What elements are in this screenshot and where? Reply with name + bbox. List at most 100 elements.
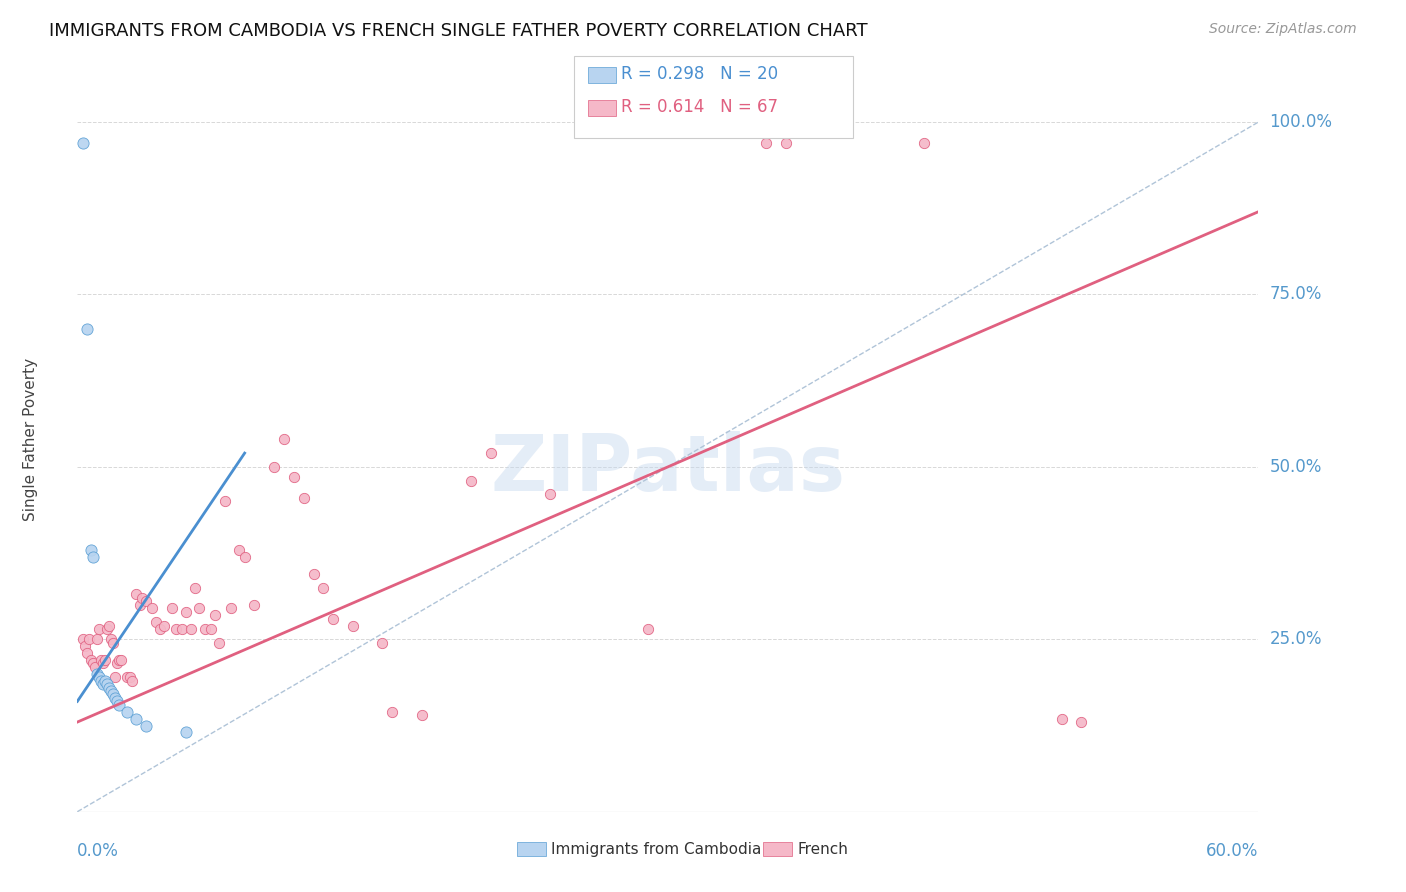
Point	[135, 718, 157, 732]
Point	[208, 636, 231, 650]
Point	[188, 601, 211, 615]
Point	[84, 660, 107, 674]
Point	[233, 549, 256, 564]
Point	[77, 632, 100, 647]
Point	[101, 636, 124, 650]
Point	[214, 494, 236, 508]
Point	[1070, 714, 1092, 729]
Point	[263, 459, 285, 474]
Point	[204, 608, 226, 623]
Point	[100, 684, 122, 698]
Point	[153, 618, 176, 632]
Text: 25.0%: 25.0%	[1270, 631, 1322, 648]
Point	[91, 677, 114, 691]
Text: 75.0%: 75.0%	[1270, 285, 1322, 303]
Point	[174, 725, 197, 739]
Point	[273, 433, 295, 447]
Point	[96, 677, 118, 691]
Point	[107, 698, 129, 712]
Point	[96, 622, 118, 636]
Point	[94, 653, 117, 667]
Point	[104, 690, 127, 705]
Point	[145, 615, 167, 629]
Point	[165, 622, 187, 636]
Point	[97, 681, 120, 695]
Point	[160, 601, 183, 615]
Text: Immigrants from Cambodia: Immigrants from Cambodia	[551, 842, 762, 856]
Point	[637, 622, 659, 636]
Point	[292, 491, 315, 505]
Point	[755, 136, 778, 150]
Point	[125, 712, 148, 726]
Text: French: French	[797, 842, 848, 856]
Point	[180, 622, 202, 636]
Text: R = 0.614   N = 67: R = 0.614 N = 67	[621, 98, 779, 116]
Point	[90, 673, 112, 688]
Point	[775, 136, 797, 150]
Point	[194, 622, 217, 636]
Point	[125, 587, 148, 601]
Text: IMMIGRANTS FROM CAMBODIA VS FRENCH SINGLE FATHER POVERTY CORRELATION CHART: IMMIGRANTS FROM CAMBODIA VS FRENCH SINGL…	[49, 22, 868, 40]
Point	[312, 581, 335, 595]
Point	[460, 474, 482, 488]
Point	[200, 622, 222, 636]
Text: 0.0%: 0.0%	[77, 842, 120, 860]
Point	[135, 594, 157, 608]
Point	[219, 601, 242, 615]
Point	[115, 670, 138, 684]
Text: Source: ZipAtlas.com: Source: ZipAtlas.com	[1209, 22, 1357, 37]
Point	[87, 670, 110, 684]
Point	[411, 708, 433, 723]
Point	[174, 605, 197, 619]
Point	[115, 705, 138, 719]
Point	[538, 487, 561, 501]
Point	[110, 653, 132, 667]
Point	[479, 446, 502, 460]
Point	[97, 618, 120, 632]
Text: ZIPatlas: ZIPatlas	[491, 431, 845, 508]
Point	[1050, 712, 1073, 726]
Point	[302, 566, 325, 581]
Point	[80, 653, 103, 667]
Point	[342, 618, 364, 632]
Point	[129, 598, 152, 612]
Point	[912, 136, 935, 150]
Point	[381, 705, 404, 719]
Text: 60.0%: 60.0%	[1206, 842, 1258, 860]
Point	[82, 549, 104, 564]
Text: Single Father Poverty: Single Father Poverty	[22, 358, 38, 521]
Point	[75, 639, 97, 653]
Point	[371, 636, 394, 650]
Point	[82, 657, 104, 671]
Point	[141, 601, 163, 615]
Point	[105, 694, 128, 708]
Point	[72, 632, 94, 647]
Point	[120, 670, 142, 684]
Point	[131, 591, 153, 605]
Point	[91, 657, 114, 671]
Point	[86, 632, 108, 647]
Point	[86, 666, 108, 681]
Point	[322, 612, 344, 626]
Point	[94, 673, 117, 688]
Point	[121, 673, 143, 688]
Text: R = 0.298   N = 20: R = 0.298 N = 20	[621, 65, 779, 83]
Point	[107, 653, 129, 667]
Point	[105, 657, 128, 671]
Point	[104, 670, 127, 684]
Point	[243, 598, 266, 612]
Point	[72, 136, 94, 150]
Point	[76, 646, 98, 660]
Text: 50.0%: 50.0%	[1270, 458, 1322, 476]
Point	[170, 622, 193, 636]
Point	[87, 622, 110, 636]
Point	[228, 542, 250, 557]
Point	[80, 542, 103, 557]
Point	[76, 322, 98, 336]
Point	[283, 470, 305, 484]
Point	[90, 653, 112, 667]
Point	[184, 581, 207, 595]
Point	[101, 688, 124, 702]
Point	[100, 632, 122, 647]
Point	[149, 622, 172, 636]
